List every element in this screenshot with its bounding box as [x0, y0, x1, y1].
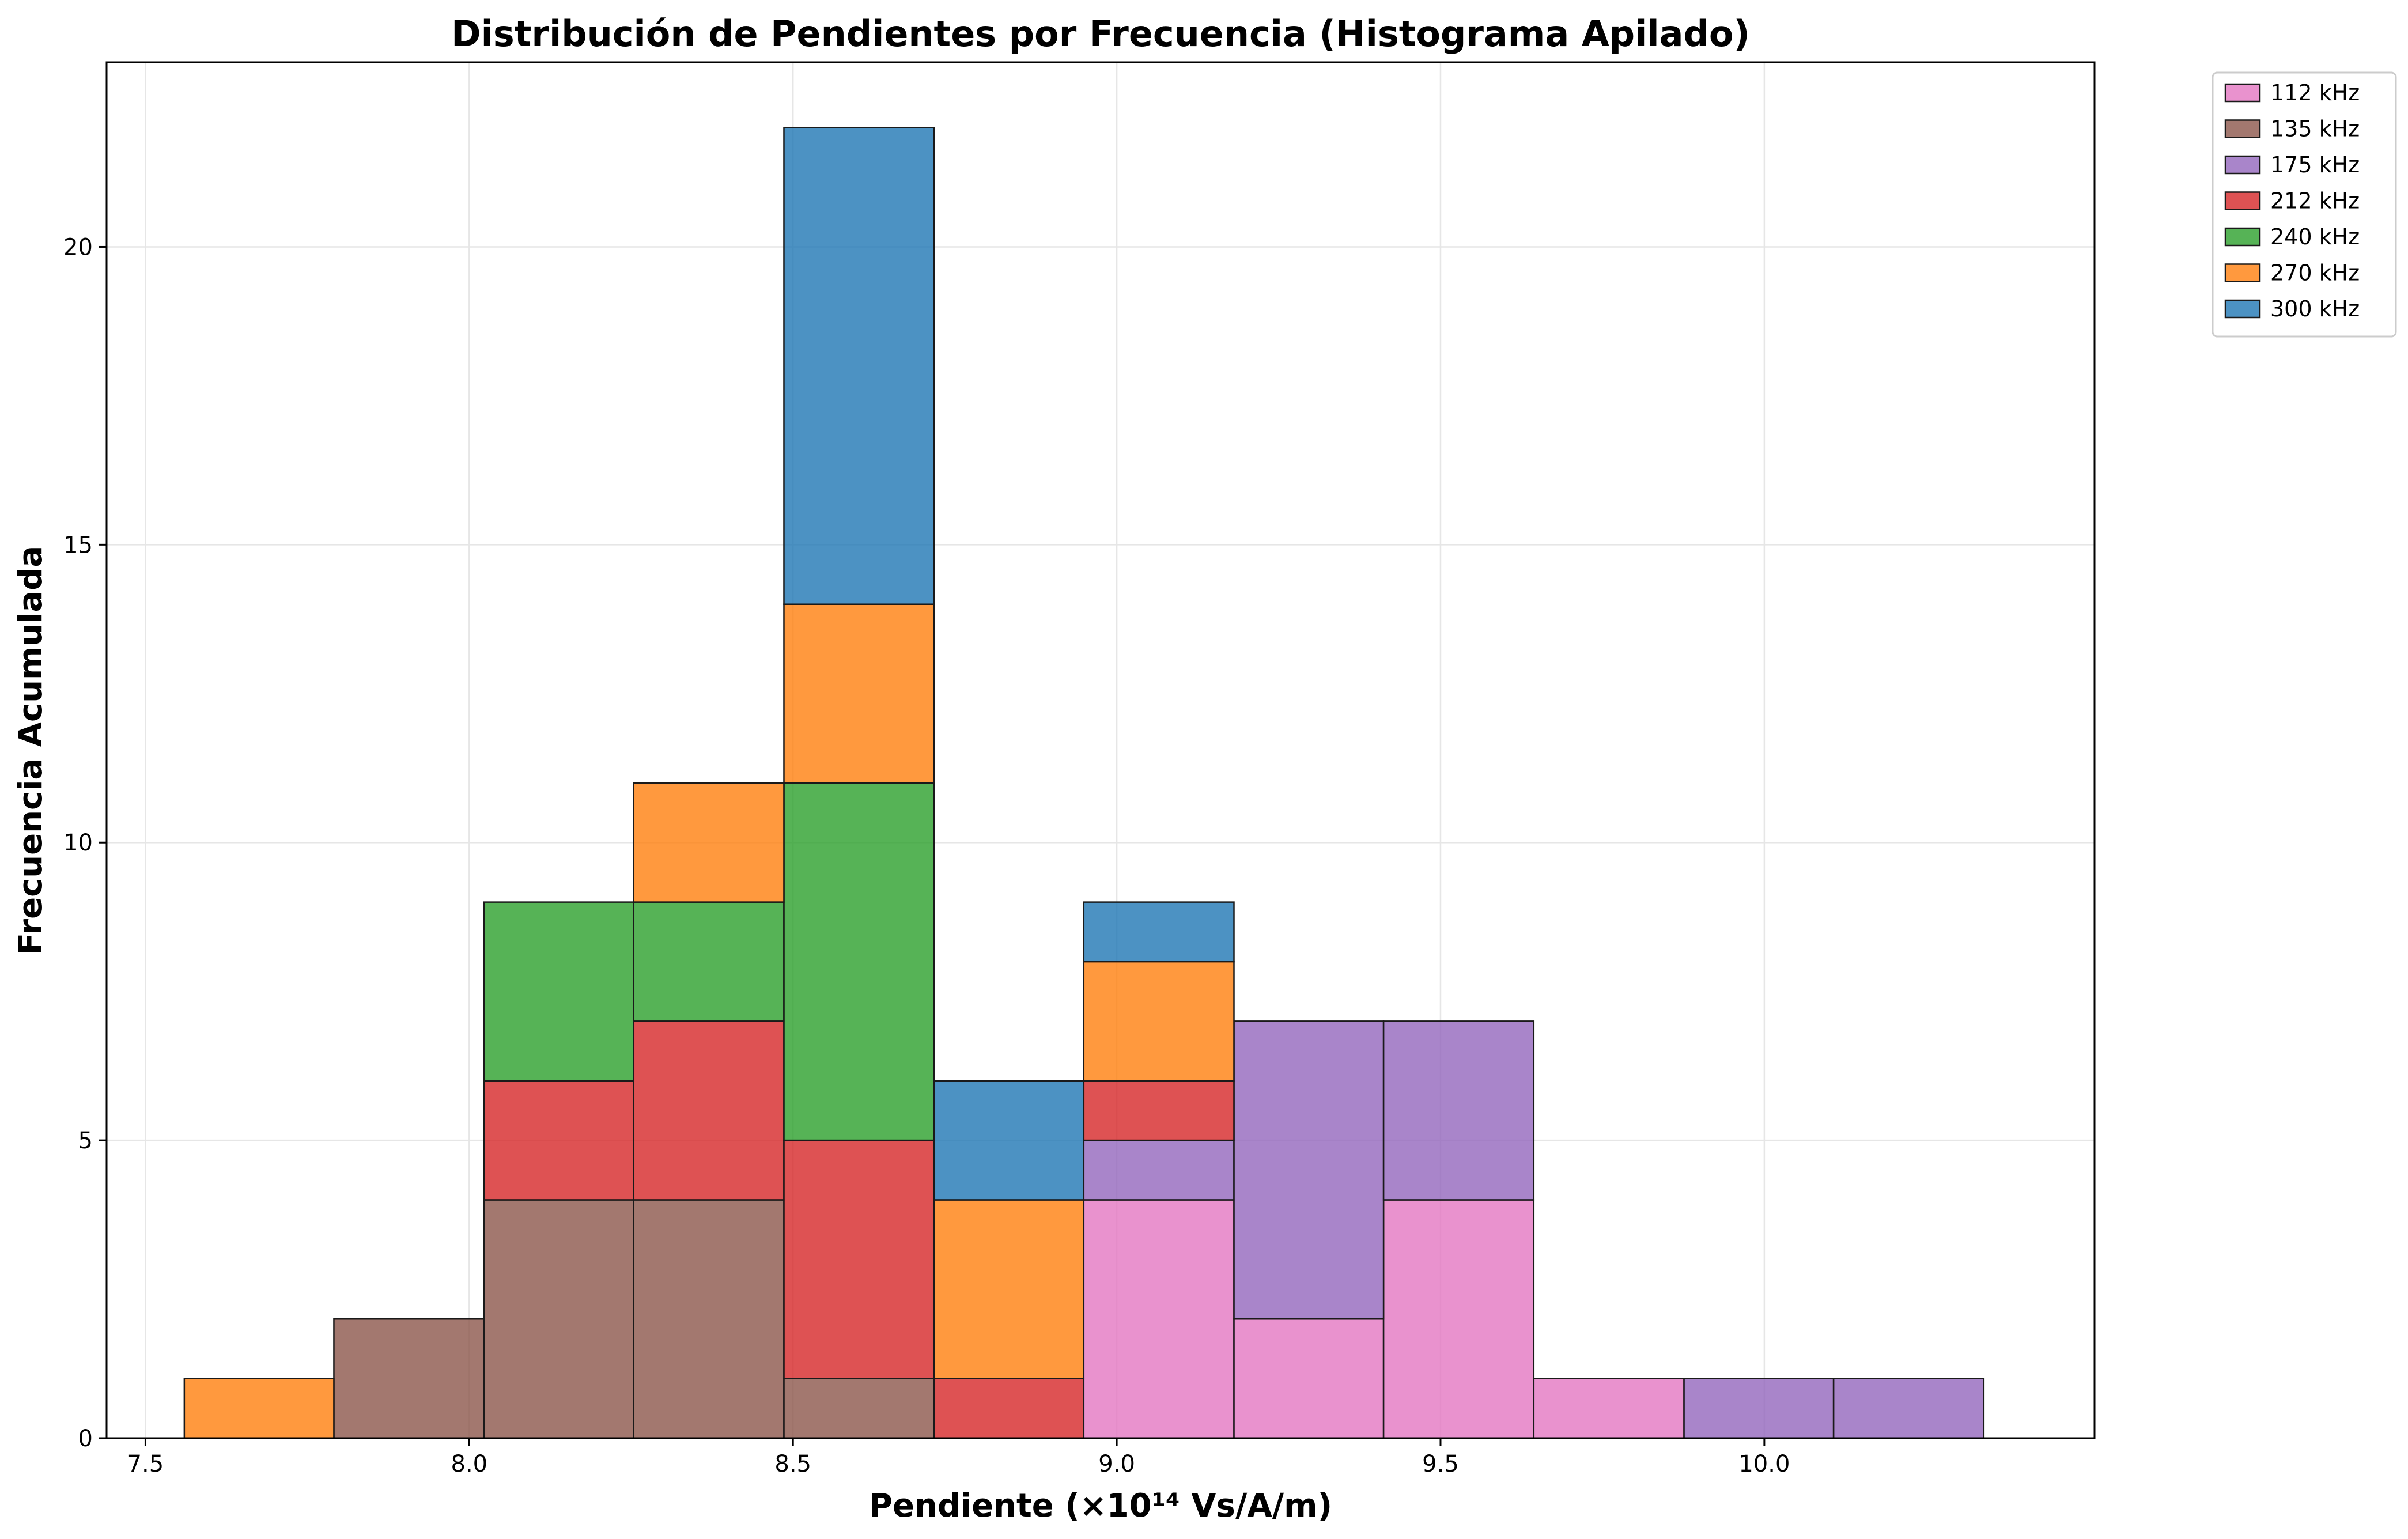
bar-segment: [933, 1378, 1085, 1439]
bar-segment: [1083, 1139, 1235, 1201]
bar-segment: [633, 1020, 785, 1201]
legend-swatch: [2224, 155, 2261, 175]
bar-segment: [1083, 901, 1235, 963]
bar-segment: [783, 127, 935, 605]
bar-segment: [1083, 1199, 1235, 1439]
bar-segment: [783, 1378, 935, 1439]
y-tick-label: 0: [78, 1425, 93, 1452]
bar-segment: [633, 901, 785, 1022]
legend-swatch: [2224, 227, 2261, 247]
legend-label: 240 kHz: [2270, 224, 2360, 249]
x-tick-label: 9.0: [1098, 1451, 1135, 1477]
legend-swatch: [2224, 299, 2261, 319]
legend-swatch: [2224, 191, 2261, 210]
bar-segment: [783, 1139, 935, 1379]
y-tick-label: 5: [78, 1128, 93, 1154]
legend-label: 175 kHz: [2270, 152, 2360, 177]
axis-ticks: 7.5 8.0 8.5 9.0 9.5 10.0 0 5 10 15 20: [63, 234, 1790, 1477]
bar-segment: [783, 603, 935, 784]
legend-label: 270 kHz: [2270, 260, 2360, 286]
bar-segment: [183, 1378, 335, 1439]
bar-segment: [933, 1080, 1085, 1201]
legend-swatch: [2224, 119, 2261, 138]
bar-segment: [483, 901, 635, 1082]
bar-segment: [483, 1199, 635, 1439]
bar-segment: [333, 1318, 485, 1439]
x-tick-label: 8.5: [774, 1451, 811, 1477]
legend-swatch: [2224, 83, 2261, 103]
plot-area-frame: [105, 61, 2096, 1439]
legend-label: 300 kHz: [2270, 296, 2360, 322]
bar-segment: [633, 782, 785, 903]
bars: [183, 127, 1985, 1439]
x-tick-label: 9.5: [1422, 1451, 1459, 1477]
bar-segment: [1832, 1378, 1985, 1439]
x-tick-label: 10.0: [1738, 1451, 1790, 1477]
legend: 112 kHz 135 kHz 175 kHz 212 kHz 240 kHz 270 k…: [2212, 71, 2397, 338]
bar-segment: [783, 782, 935, 1141]
bar-segment: [633, 1199, 785, 1439]
bar-segment: [1233, 1020, 1385, 1320]
bar-segment: [1382, 1020, 1535, 1201]
legend-label: 135 kHz: [2270, 116, 2360, 142]
y-tick-label: 10: [63, 830, 93, 856]
x-tick-label: 8.0: [451, 1451, 488, 1477]
bar-segment: [1083, 961, 1235, 1082]
x-axis-label: Pendiente (×10¹⁴ Vs/A/m): [869, 1487, 1332, 1525]
bar-segment: [483, 1080, 635, 1201]
y-axis-label: Frecuencia Acumulada: [12, 546, 50, 955]
legend-items: 112 kHz 135 kHz 175 kHz 212 kHz 240 kHz 270 k…: [2224, 80, 2360, 322]
bar-segment: [1382, 1199, 1535, 1439]
y-tick-label: 15: [63, 532, 93, 558]
bar-segment: [1683, 1378, 1835, 1439]
bar-segment: [1083, 1080, 1235, 1141]
legend-swatch: [2224, 263, 2261, 282]
chart-title: Distribución de Pendientes por Frecuenci…: [451, 13, 1750, 55]
y-tick-label: 20: [63, 234, 93, 260]
bar-segment: [1533, 1378, 1685, 1439]
x-tick-label: 7.5: [127, 1451, 164, 1477]
bar-segment: [933, 1199, 1085, 1379]
legend-label: 212 kHz: [2270, 188, 2360, 214]
bar-segment: [1233, 1318, 1385, 1439]
legend-label: 112 kHz: [2270, 80, 2360, 105]
